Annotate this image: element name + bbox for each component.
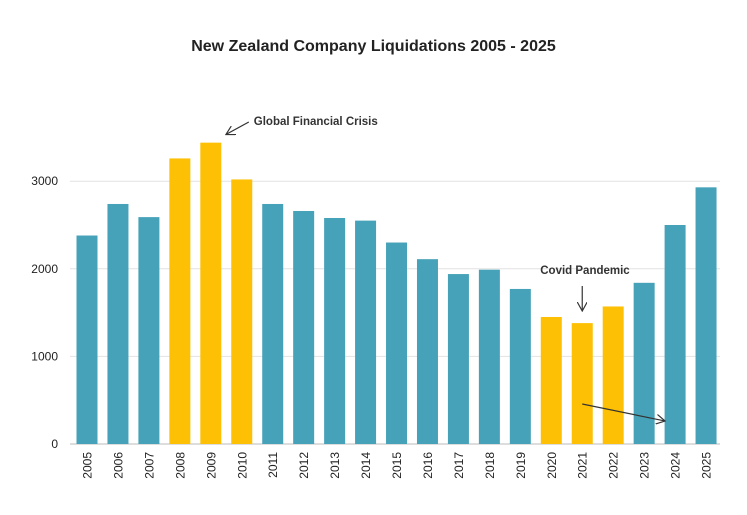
recovery-arrow — [582, 403, 664, 421]
x-tick-label: 2016 — [421, 452, 435, 479]
gfc-arrow — [227, 121, 250, 134]
bar-2013 — [324, 217, 346, 444]
x-tick-label: 2009 — [204, 452, 218, 479]
annotation-covid: Covid Pandemic — [540, 265, 630, 277]
x-tick-label: 2010 — [235, 452, 249, 479]
bar-2025 — [695, 187, 717, 444]
bar-2005 — [76, 235, 98, 444]
bar-2012 — [293, 210, 315, 444]
x-tick-label: 2014 — [359, 452, 373, 479]
bar-2014 — [355, 220, 377, 444]
x-tick-label: 2011 — [266, 452, 280, 478]
x-tick-label: 2006 — [111, 452, 125, 479]
annotations: Global Financial Crisis Covid Pandemic — [227, 116, 664, 421]
y-tick-label: 1000 — [31, 349, 58, 363]
bar-2023 — [633, 282, 655, 444]
bar-2019 — [509, 288, 531, 444]
x-axis-ticks: 2005 2006 2007 2008 2009 2010 2011 2012 2013 2014… — [81, 452, 714, 479]
y-tick-label: 3000 — [31, 174, 58, 188]
chart-title: New Zealand Company Liquidations 2005 - … — [191, 38, 556, 55]
x-tick-label: 2018 — [483, 452, 497, 479]
bar-2008 — [169, 158, 191, 444]
y-axis-ticks: 0 1000 2000 3000 — [31, 174, 58, 451]
x-tick-label: 2008 — [173, 452, 187, 479]
bar-2022 — [602, 306, 624, 444]
x-tick-label: 2020 — [545, 452, 559, 479]
bar-2017 — [447, 274, 469, 444]
x-tick-label: 2022 — [607, 452, 621, 479]
bar-2009 — [200, 142, 222, 444]
x-tick-label: 2007 — [142, 452, 156, 479]
bar-2016 — [416, 259, 438, 444]
bar-2018 — [478, 269, 500, 444]
annotation-gfc: Global Financial Crisis — [254, 116, 378, 128]
bar-2021 — [571, 323, 593, 444]
bar-2010 — [231, 179, 253, 444]
y-tick-label: 2000 — [31, 262, 58, 276]
bar-2015 — [386, 242, 408, 444]
x-tick-label: 2021 — [576, 452, 590, 479]
x-tick-label: 2017 — [452, 452, 466, 479]
y-tick-label: 0 — [51, 437, 58, 451]
x-tick-label: 2013 — [328, 452, 342, 479]
x-tick-label: 2015 — [390, 452, 404, 479]
x-tick-label: 2024 — [669, 452, 683, 479]
x-tick-label: 2005 — [81, 452, 95, 479]
bar-2007 — [138, 217, 160, 444]
x-tick-label: 2025 — [700, 452, 714, 479]
bar-2011 — [262, 203, 284, 444]
bar-2006 — [107, 203, 129, 444]
bar-2020 — [540, 316, 562, 444]
bar-2024 — [664, 225, 686, 444]
x-tick-label: 2019 — [514, 452, 528, 479]
x-tick-label: 2023 — [638, 452, 652, 479]
x-tick-label: 2012 — [297, 452, 311, 479]
bars — [76, 142, 717, 444]
